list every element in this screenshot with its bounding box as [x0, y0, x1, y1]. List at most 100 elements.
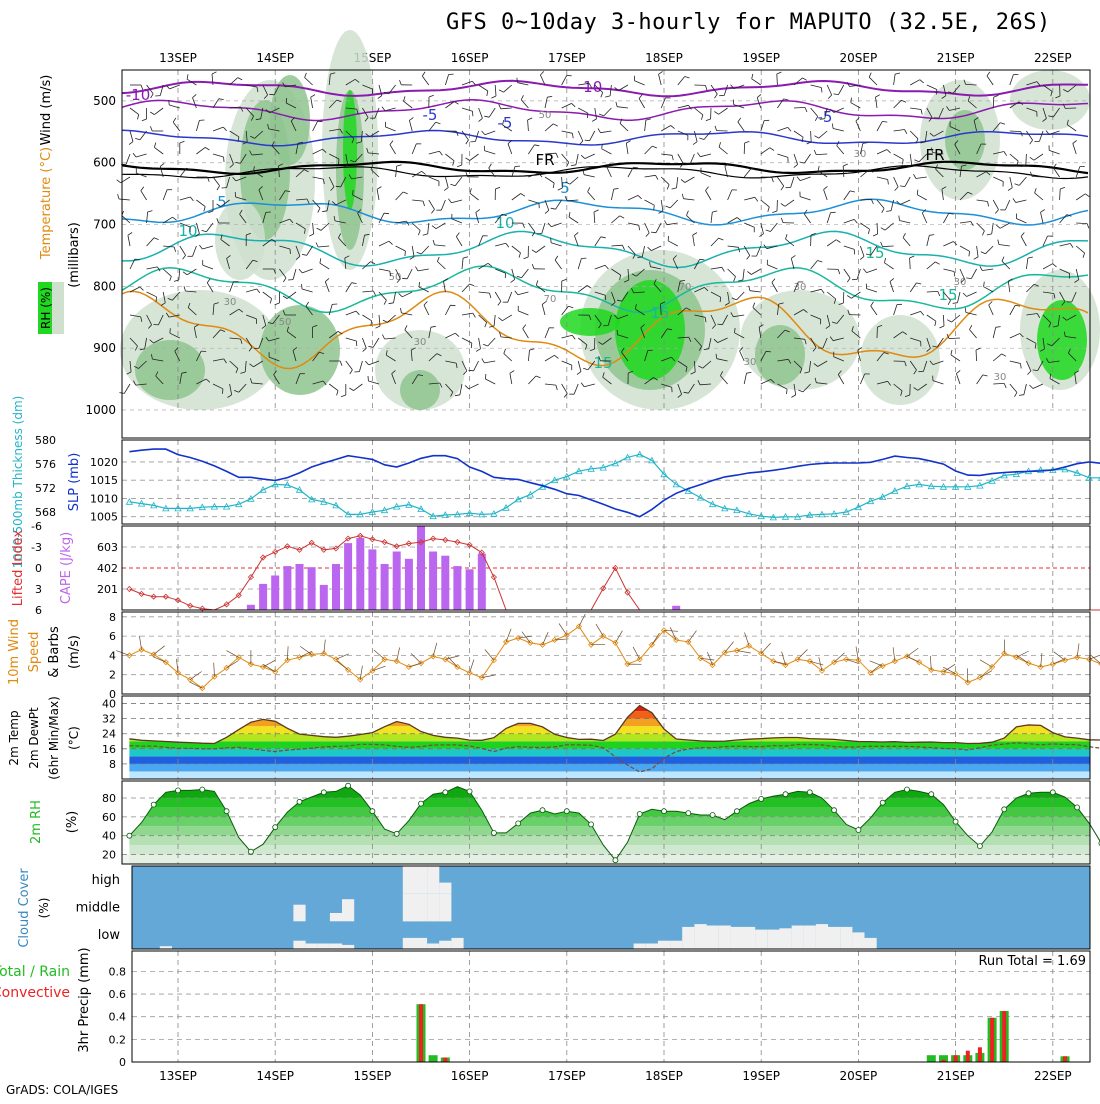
temp-axis-label-1: 2m Temp [7, 710, 21, 765]
rh-ytick-1: 40 [102, 830, 116, 843]
rh-shade-21 [400, 370, 440, 410]
precip-conv-bar [990, 1018, 994, 1062]
rh2m-point [832, 808, 837, 813]
rh-band-3 [122, 826, 1090, 835]
wind-ytick-3: 6 [109, 630, 116, 643]
bottom-date-label-1: 14SEP [256, 1069, 294, 1083]
rh2m-point [394, 831, 399, 836]
thickness-ytick-2: 576 [35, 458, 56, 471]
rh2m-axis-unit: (%) [65, 811, 80, 834]
rh-shade-8 [260, 305, 340, 395]
temp-ytick-1: 16 [102, 743, 116, 756]
cloud-low-bar [451, 938, 463, 949]
cape-bar [344, 543, 352, 610]
cloud-low-bar [415, 938, 427, 949]
cape-bar [478, 554, 486, 610]
rh2m-point [273, 825, 278, 830]
wind-frame [122, 612, 1090, 694]
upper-ytick-5: 1000 [85, 403, 116, 417]
wind10-barb [360, 666, 362, 680]
precip-axis-label-total: Total / Rain [0, 964, 70, 980]
rh-band-7 [122, 789, 1090, 798]
bottom-date-label-0: 13SEP [159, 1069, 197, 1083]
wind10-barb [737, 651, 751, 653]
rh-band-1 [122, 845, 1090, 854]
cloud-level-low: low [98, 928, 121, 943]
cloud-low-bar [755, 930, 767, 949]
rh-shade-14 [755, 325, 805, 385]
cloud-low-bar [682, 927, 694, 949]
wind10-barb [652, 633, 660, 645]
temp-band-1 [122, 764, 1090, 772]
precip-ytick-1: 0.2 [109, 1033, 127, 1046]
cape-bar [283, 566, 291, 610]
rh2m-point [734, 809, 739, 814]
rh-shade-7 [135, 340, 205, 400]
barb-flag [118, 194, 119, 199]
rh2m-point [1002, 807, 1007, 812]
cloud-low-bar [318, 944, 330, 950]
temp-contour-label-13: 15 [650, 304, 669, 322]
wind10-barb [980, 660, 992, 667]
top-date-label-8: 21SEP [937, 51, 975, 65]
rh2m-point [1075, 805, 1080, 810]
temp-contour-label-8: 5 [217, 193, 227, 211]
precip-conv-bar [966, 1051, 970, 1062]
cape-bar [441, 556, 449, 610]
wind10-barb [745, 633, 750, 646]
wind10-barb [337, 661, 348, 670]
cloud-low-bar [670, 941, 682, 949]
li-ytick-3: -3 [31, 541, 42, 554]
cloud-level-high: high [92, 873, 120, 888]
cloud-middle-bar [439, 894, 451, 922]
bottom-date-label-6: 19SEP [742, 1069, 780, 1083]
li-axis-label: Lifted Index [11, 529, 26, 606]
cloud-low-bar [403, 938, 415, 949]
rh-shade-22 [860, 315, 940, 405]
rh2m-point [200, 787, 205, 792]
rh-contour-label-10: 30 [744, 357, 757, 368]
cape-bar [308, 567, 316, 610]
slp-ytick-3: 1020 [90, 456, 118, 469]
precip-total-bar [927, 1055, 936, 1062]
cloud-low-bar [852, 932, 864, 949]
temp-band-10 [122, 696, 1090, 704]
rh-band-4 [122, 817, 1090, 826]
temp-band-8 [122, 711, 1090, 719]
temp-contour-label-2: -5 [498, 114, 513, 132]
cloud-axis-label: Cloud Cover [17, 868, 32, 948]
li-ytick-1: 3 [35, 583, 42, 596]
bottom-date-label-2: 15SEP [354, 1069, 392, 1083]
rh2m-point [759, 796, 764, 801]
wind10-barb [433, 643, 437, 656]
top-date-label-4: 17SEP [548, 51, 586, 65]
upper-ytick-0: 500 [93, 94, 116, 108]
chart-title: GFS 0~10day 3-hourly for MAPUTO (32.5E, … [446, 10, 1051, 35]
wind10-barb [445, 656, 459, 659]
temp-ytick-2: 24 [102, 728, 116, 741]
upper-ytick-3: 800 [93, 279, 116, 293]
slp-ytick-0: 1005 [90, 511, 118, 524]
rh-contour-label-7: 70 [544, 294, 557, 305]
barb-flag [419, 282, 420, 287]
rh-shade-16 [1037, 300, 1087, 380]
wind10-barb [870, 661, 883, 666]
wind10-barb [154, 646, 165, 655]
rh-ytick-3: 80 [102, 792, 116, 805]
temp-contour-label-5: FR [925, 146, 944, 164]
precip-ytick-2: 0.4 [109, 1011, 127, 1024]
thickness-ytick-0: 568 [35, 506, 56, 519]
wind10-barb [761, 643, 770, 653]
li-ytick-0: 6 [35, 604, 42, 617]
rh2m-point [443, 790, 448, 795]
precip-ytick-3: 0.6 [109, 988, 127, 1001]
cape-bar [296, 564, 304, 610]
rh2m-point [491, 830, 496, 835]
wind10-barb [596, 624, 603, 636]
cloud-low-bar [707, 926, 719, 950]
slp-ytick-2: 1015 [90, 474, 118, 487]
wind10-barb [980, 671, 992, 678]
cape-bar [247, 605, 255, 610]
precip-frame [132, 951, 1090, 1062]
rh2m-point [686, 811, 691, 816]
